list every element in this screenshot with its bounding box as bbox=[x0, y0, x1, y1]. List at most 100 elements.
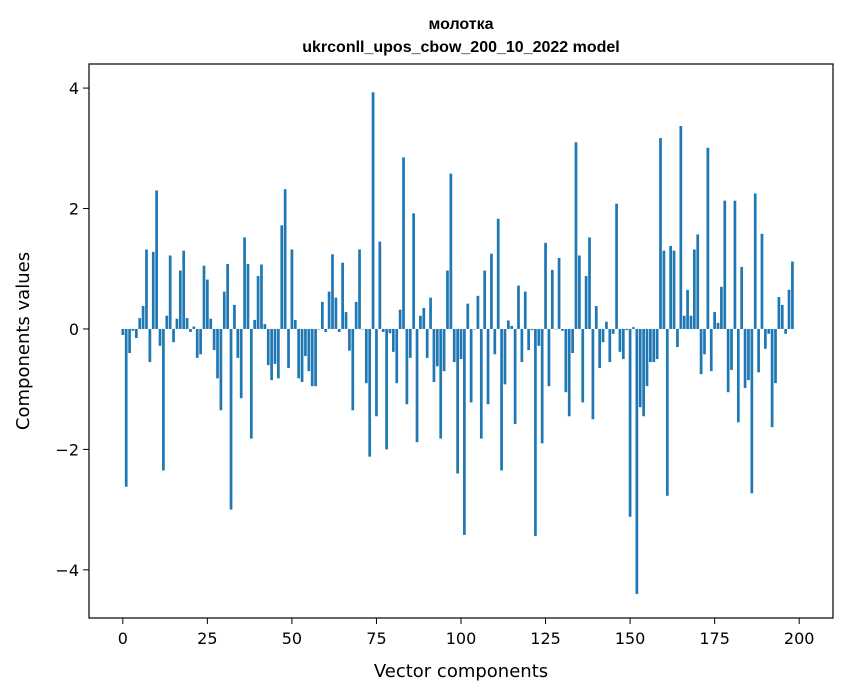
bar-191 bbox=[767, 328, 771, 334]
bar-133 bbox=[571, 328, 574, 354]
bar-83 bbox=[402, 157, 405, 329]
bar-74 bbox=[371, 92, 375, 329]
bar-51 bbox=[293, 319, 297, 329]
bar-153 bbox=[638, 328, 642, 408]
bar-130 bbox=[561, 328, 564, 331]
bar-121 bbox=[530, 328, 534, 331]
bar-175 bbox=[713, 312, 716, 329]
bar-92 bbox=[432, 328, 436, 382]
bars-group bbox=[121, 92, 794, 594]
bar-86 bbox=[412, 213, 416, 329]
bar-25 bbox=[206, 279, 209, 329]
x-axis-ticks: 0 25 50 75 100 125 150 175 200 bbox=[118, 618, 814, 648]
bar-19 bbox=[185, 318, 189, 329]
x-tick-label: 175 bbox=[699, 629, 730, 648]
bar-37 bbox=[246, 263, 250, 329]
bar-151 bbox=[632, 327, 635, 329]
bar-80 bbox=[392, 328, 395, 352]
bar-47 bbox=[280, 225, 284, 329]
bar-3 bbox=[131, 328, 135, 331]
y-tick-label: 0 bbox=[69, 320, 79, 339]
bar-63 bbox=[334, 297, 338, 329]
bar-62 bbox=[331, 254, 334, 329]
bar-36 bbox=[243, 237, 246, 329]
bar-87 bbox=[415, 328, 419, 443]
bar-195 bbox=[780, 304, 784, 329]
bar-118 bbox=[520, 328, 524, 363]
chart-title-line1: молотка bbox=[428, 16, 493, 33]
bar-6 bbox=[141, 306, 145, 329]
bar-49 bbox=[287, 328, 290, 369]
bar-157 bbox=[652, 328, 656, 363]
bar-160 bbox=[662, 250, 666, 329]
bar-178 bbox=[723, 200, 727, 329]
bar-158 bbox=[655, 328, 659, 360]
bar-79 bbox=[388, 328, 392, 334]
bar-140 bbox=[594, 306, 598, 329]
bar-35 bbox=[239, 328, 243, 399]
bar-2 bbox=[128, 328, 131, 354]
bar-93 bbox=[435, 328, 439, 367]
bar-167 bbox=[686, 289, 689, 329]
bar-16 bbox=[175, 318, 179, 329]
bar-38 bbox=[249, 328, 253, 439]
bar-107 bbox=[483, 270, 487, 329]
bar-24 bbox=[202, 265, 206, 329]
bar-98 bbox=[452, 328, 456, 363]
bar-73 bbox=[368, 328, 372, 457]
bar-12 bbox=[162, 328, 165, 471]
bar-148 bbox=[621, 328, 625, 360]
bar-152 bbox=[635, 328, 639, 594]
bar-111 bbox=[496, 218, 500, 329]
bar-166 bbox=[682, 315, 686, 329]
x-tick-label: 0 bbox=[118, 629, 128, 648]
bar-194 bbox=[777, 297, 781, 329]
bar-48 bbox=[283, 189, 287, 329]
bar-9 bbox=[151, 251, 155, 329]
bar-96 bbox=[446, 270, 449, 329]
bar-41 bbox=[260, 264, 263, 329]
bar-189 bbox=[760, 233, 764, 329]
bar-177 bbox=[720, 286, 723, 329]
bar-43 bbox=[266, 328, 270, 366]
bar-126 bbox=[547, 328, 551, 387]
bar-88 bbox=[419, 315, 422, 329]
bar-53 bbox=[300, 328, 304, 382]
bar-112 bbox=[500, 328, 503, 471]
bar-8 bbox=[148, 328, 152, 363]
bar-75 bbox=[375, 328, 378, 417]
bar-164 bbox=[676, 328, 679, 348]
bar-10 bbox=[155, 190, 158, 329]
bar-150 bbox=[628, 328, 632, 517]
bar-116 bbox=[513, 328, 517, 425]
x-tick-label: 50 bbox=[282, 629, 302, 648]
bar-28 bbox=[216, 328, 219, 379]
bar-170 bbox=[696, 234, 700, 329]
bar-84 bbox=[405, 328, 409, 405]
bar-134 bbox=[574, 142, 578, 329]
bar-102 bbox=[466, 303, 470, 329]
chart-title-line2: ukrconll_upos_cbow_200_10_2022 model bbox=[302, 39, 619, 56]
bar-61 bbox=[327, 291, 331, 329]
bar-193 bbox=[774, 328, 777, 384]
bar-103 bbox=[469, 328, 473, 403]
bar-31 bbox=[226, 263, 230, 329]
bar-144 bbox=[608, 328, 612, 363]
bar-115 bbox=[510, 325, 514, 329]
bar-119 bbox=[523, 291, 527, 329]
bar-159 bbox=[659, 138, 662, 329]
bar-185 bbox=[747, 328, 750, 381]
bar-100 bbox=[459, 328, 463, 360]
bar-181 bbox=[733, 200, 737, 329]
y-tick-label: −2 bbox=[55, 440, 79, 459]
bar-192 bbox=[770, 328, 774, 428]
bar-161 bbox=[665, 328, 669, 496]
bar-105 bbox=[476, 295, 480, 329]
bar-30 bbox=[222, 291, 226, 329]
bar-179 bbox=[726, 328, 730, 393]
bar-145 bbox=[611, 328, 615, 334]
bar-117 bbox=[517, 285, 520, 329]
bar-135 bbox=[578, 255, 581, 329]
x-axis-label: Vector components bbox=[374, 661, 548, 682]
